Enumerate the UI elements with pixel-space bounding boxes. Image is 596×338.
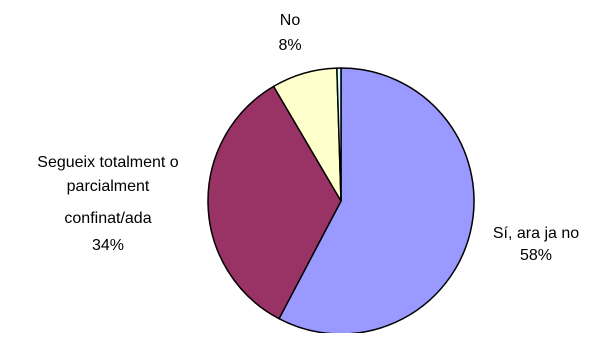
label-si-line-2: 58% [520,247,552,264]
label-segueix-line-1: Segueix totalment o [37,154,179,171]
pie-slice-1 [207,85,342,320]
label-no-line-1: No [280,12,301,29]
pie-slices [207,67,475,335]
pie-labels: Sí, ara ja no 58% Segueix totalment o pa… [37,12,579,264]
pie-slice-3 [336,67,342,202]
label-segueix-line-4: 34% [92,237,124,254]
label-segueix-line-2: parcialment [67,178,150,195]
label-no-line-2: 8% [278,37,301,54]
label-si-line-1: Sí, ara ja no [493,225,579,242]
label-segueix-line-3: confinat/ada [64,210,151,227]
